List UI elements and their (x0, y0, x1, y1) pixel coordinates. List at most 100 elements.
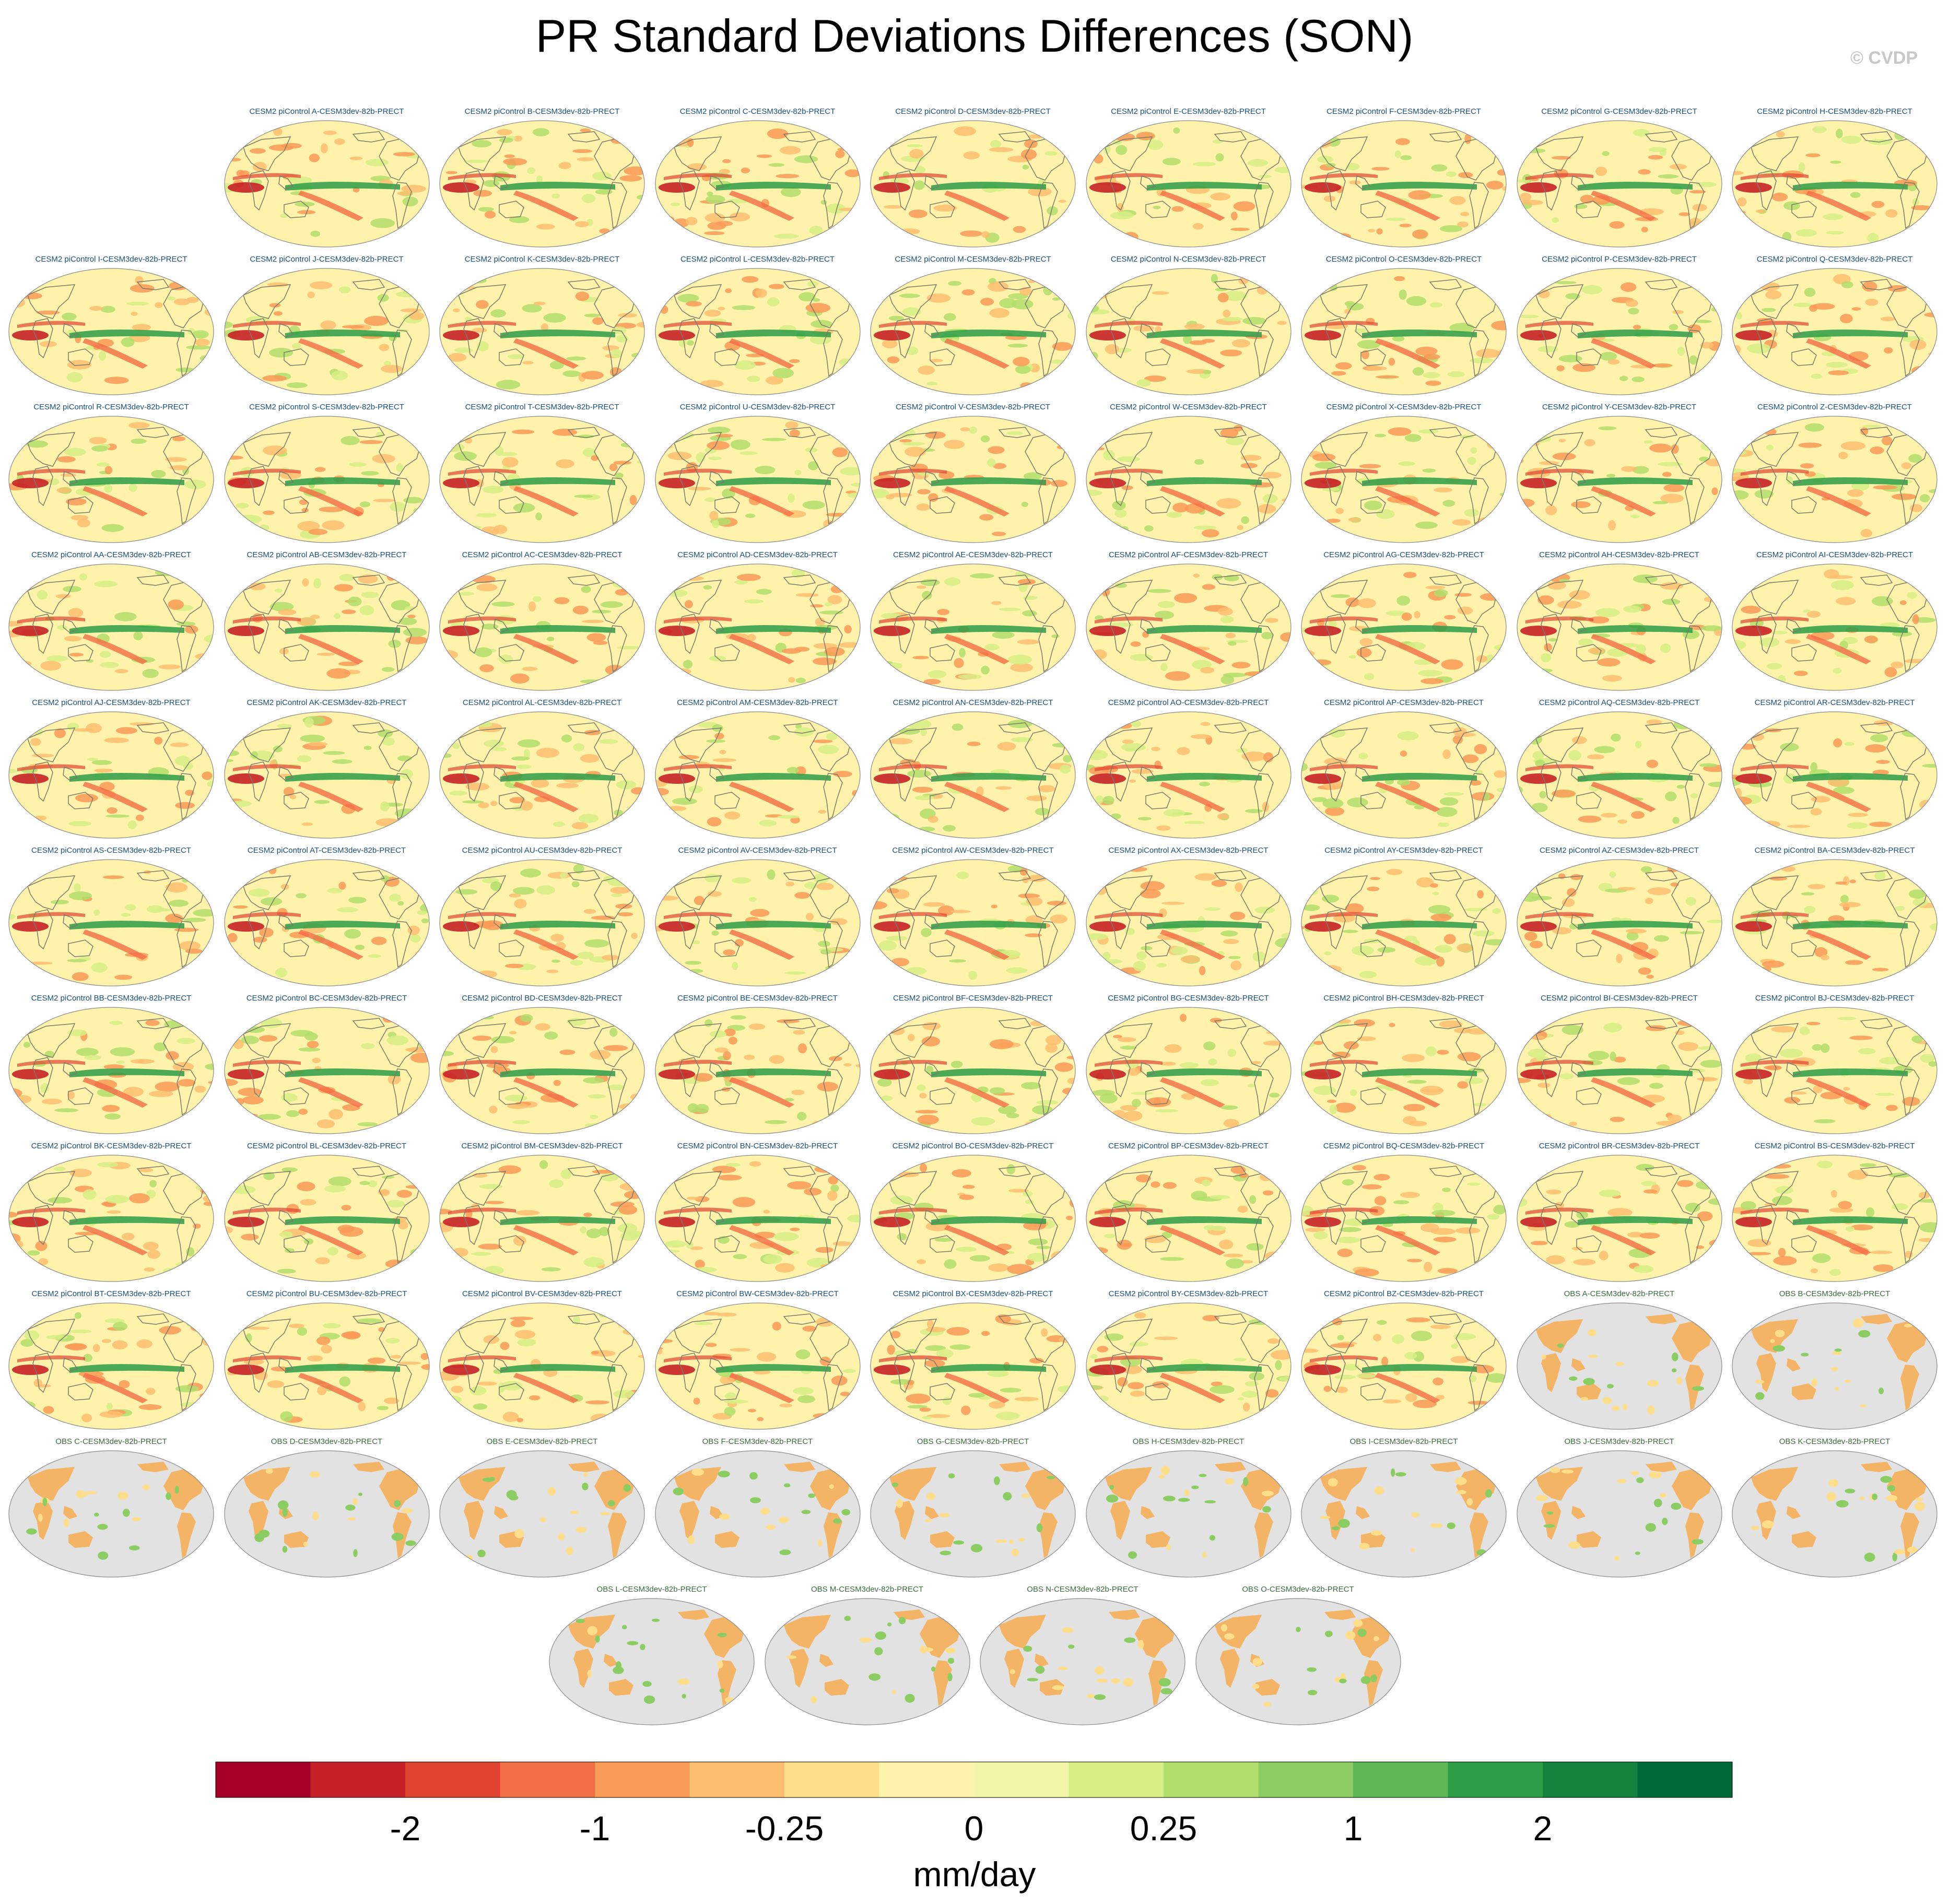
panel-title: CESM2 piControl BX-CESM3dev-82b-PRECT (893, 1289, 1053, 1298)
map-field (980, 1598, 1185, 1725)
map-field (764, 1598, 970, 1725)
panel-title: CESM2 piControl BU-CESM3dev-82b-PRECT (246, 1289, 407, 1298)
panel-title: CESM2 piControl U-CESM3dev-82b-PRECT (679, 403, 836, 412)
panel-title: CESM2 piControl L-CESM3dev-82b-PRECT (680, 255, 835, 264)
map-panel: CESM2 piControl AK-CESM3dev-82b-PRECT (220, 698, 434, 842)
map-field (1516, 416, 1722, 543)
panel-title: CESM2 piControl AQ-CESM3dev-82b-PRECT (1539, 698, 1700, 707)
panel-title: CESM2 piControl G-CESM3dev-82b-PRECT (1541, 107, 1697, 116)
map-panel: CESM2 piControl BF-CESM3dev-82b-PRECT (866, 994, 1080, 1137)
map-field (870, 711, 1076, 839)
map-field (1732, 563, 1938, 691)
map-panel: OBS O-CESM3dev-82b-PRECT (1191, 1585, 1405, 1729)
panel-title: CESM2 piControl BH-CESM3dev-82b-PRECT (1323, 994, 1484, 1003)
map-panel: CESM2 piControl BH-CESM3dev-82b-PRECT (1297, 994, 1511, 1137)
map-panel: CESM2 piControl Q-CESM3dev-82b-PRECT (1728, 255, 1942, 398)
map-field (1516, 268, 1722, 395)
panel-title: CESM2 piControl J-CESM3dev-82b-PRECT (250, 255, 404, 264)
colorbar-tick-label: 0 (965, 1809, 984, 1848)
map-panel: CESM2 piControl AF-CESM3dev-82b-PRECT (1082, 550, 1296, 694)
panel-title: OBS H-CESM3dev-82b-PRECT (1132, 1437, 1244, 1446)
colorbar-box (216, 1762, 311, 1797)
map-panel: CESM2 piControl AX-CESM3dev-82b-PRECT (1082, 846, 1296, 990)
panel-title: OBS A-CESM3dev-82b-PRECT (1564, 1289, 1675, 1298)
map-panel: CESM2 piControl AZ-CESM3dev-82b-PRECT (1512, 846, 1727, 990)
colorbar-boxes (215, 1761, 1733, 1798)
panel-title: CESM2 piControl T-CESM3dev-82b-PRECT (465, 403, 619, 412)
panel-title: CESM2 piControl AF-CESM3dev-82b-PRECT (1108, 550, 1269, 559)
map-panel: CESM2 piControl AI-CESM3dev-82b-PRECT (1728, 550, 1942, 694)
panel-title: OBS L-CESM3dev-82b-PRECT (596, 1585, 707, 1594)
map-panel: OBS C-CESM3dev-82b-PRECT (4, 1437, 218, 1581)
map-field (8, 1302, 214, 1430)
panel-title: CESM2 piControl BP-CESM3dev-82b-PRECT (1108, 1142, 1269, 1150)
map-panel: OBS E-CESM3dev-82b-PRECT (435, 1437, 649, 1581)
panel-title: OBS F-CESM3dev-82b-PRECT (702, 1437, 813, 1446)
map-panel: CESM2 piControl BT-CESM3dev-82b-PRECT (4, 1289, 218, 1433)
map-field (439, 416, 645, 543)
panel-title: CESM2 piControl AP-CESM3dev-82b-PRECT (1324, 698, 1484, 707)
panel-title: CESM2 piControl F-CESM3dev-82b-PRECT (1326, 107, 1481, 116)
panel-title: CESM2 piControl AN-CESM3dev-82b-PRECT (893, 698, 1053, 707)
map-field (439, 268, 645, 395)
map-field (8, 1155, 214, 1282)
panel-title: CESM2 piControl BO-CESM3dev-82b-PRECT (892, 1142, 1054, 1150)
colorbar-box (405, 1762, 500, 1797)
map-field (439, 1007, 645, 1134)
map-field (1732, 416, 1938, 543)
panel-title: CESM2 piControl AY-CESM3dev-82b-PRECT (1324, 846, 1483, 855)
panel-title: CESM2 piControl Z-CESM3dev-82b-PRECT (1757, 403, 1912, 412)
map-panel: OBS H-CESM3dev-82b-PRECT (1082, 1437, 1296, 1581)
panel-title: CESM2 piControl BM-CESM3dev-82b-PRECT (461, 1142, 623, 1150)
map-field (1085, 711, 1291, 839)
panel-title: CESM2 piControl P-CESM3dev-82b-PRECT (1542, 255, 1697, 264)
map-panel: OBS M-CESM3dev-82b-PRECT (760, 1585, 974, 1729)
colorbar-box (974, 1762, 1069, 1797)
colorbar-tick-label: 0.25 (1130, 1809, 1197, 1848)
panel-title: CESM2 piControl Q-CESM3dev-82b-PRECT (1756, 255, 1913, 264)
map-field (1301, 859, 1507, 986)
map-panel: CESM2 piControl BY-CESM3dev-82b-PRECT (1082, 1289, 1296, 1433)
map-field (870, 416, 1076, 543)
map-panel: CESM2 piControl AW-CESM3dev-82b-PRECT (866, 846, 1080, 990)
map-field (1301, 416, 1507, 543)
map-panel: CESM2 piControl P-CESM3dev-82b-PRECT (1512, 255, 1727, 398)
map-field (1301, 268, 1507, 395)
map-panel: CESM2 piControl AY-CESM3dev-82b-PRECT (1297, 846, 1511, 990)
panel-title: CESM2 piControl AH-CESM3dev-82b-PRECT (1539, 550, 1699, 559)
map-field (870, 268, 1076, 395)
map-field (1516, 859, 1722, 986)
map-field (1516, 1450, 1722, 1578)
map-panel: CESM2 piControl BB-CESM3dev-82b-PRECT (4, 994, 218, 1137)
map-panel: OBS L-CESM3dev-82b-PRECT (545, 1585, 759, 1729)
map-panel: CESM2 piControl AT-CESM3dev-82b-PRECT (220, 846, 434, 990)
map-panel: CESM2 piControl BE-CESM3dev-82b-PRECT (651, 994, 865, 1137)
panel-title: CESM2 piControl B-CESM3dev-82b-PRECT (464, 107, 620, 116)
map-panel: CESM2 piControl AB-CESM3dev-82b-PRECT (220, 550, 434, 694)
map-field (654, 859, 861, 986)
panel-title: OBS I-CESM3dev-82b-PRECT (1349, 1437, 1458, 1446)
map-panel: OBS D-CESM3dev-82b-PRECT (220, 1437, 434, 1581)
map-field (1732, 120, 1938, 248)
panel-title: CESM2 piControl AL-CESM3dev-82b-PRECT (462, 698, 622, 707)
colorbar-box (595, 1762, 690, 1797)
colorbar-tick-labels: -2 -1 -0.25 0 0.25 1 2 (390, 1809, 1553, 1848)
map-field (870, 563, 1076, 691)
map-field (870, 1007, 1076, 1134)
map-panel: CESM2 piControl AR-CESM3dev-82b-PRECT (1728, 698, 1942, 842)
map-panel: CESM2 piControl H-CESM3dev-82b-PRECT (1728, 107, 1942, 251)
map-field (1516, 1007, 1722, 1134)
panel-title: CESM2 piControl AW-CESM3dev-82b-PRECT (892, 846, 1054, 855)
panel-title: CESM2 piControl BE-CESM3dev-82b-PRECT (677, 994, 838, 1003)
map-panel: CESM2 piControl AH-CESM3dev-82b-PRECT (1512, 550, 1727, 694)
panel-title: OBS O-CESM3dev-82b-PRECT (1242, 1585, 1354, 1594)
map-panel: CESM2 piControl BX-CESM3dev-82b-PRECT (866, 1289, 1080, 1433)
map-field (439, 859, 645, 986)
map-field (1516, 1302, 1722, 1430)
panel-title: CESM2 piControl M-CESM3dev-82b-PRECT (895, 255, 1051, 264)
map-panel: CESM2 piControl E-CESM3dev-82b-PRECT (1082, 107, 1296, 251)
panel-title: OBS K-CESM3dev-82b-PRECT (1779, 1437, 1891, 1446)
panel-title: CESM2 piControl V-CESM3dev-82b-PRECT (896, 403, 1050, 412)
map-panel: OBS A-CESM3dev-82b-PRECT (1512, 1289, 1727, 1433)
colorbar-box (1543, 1762, 1638, 1797)
